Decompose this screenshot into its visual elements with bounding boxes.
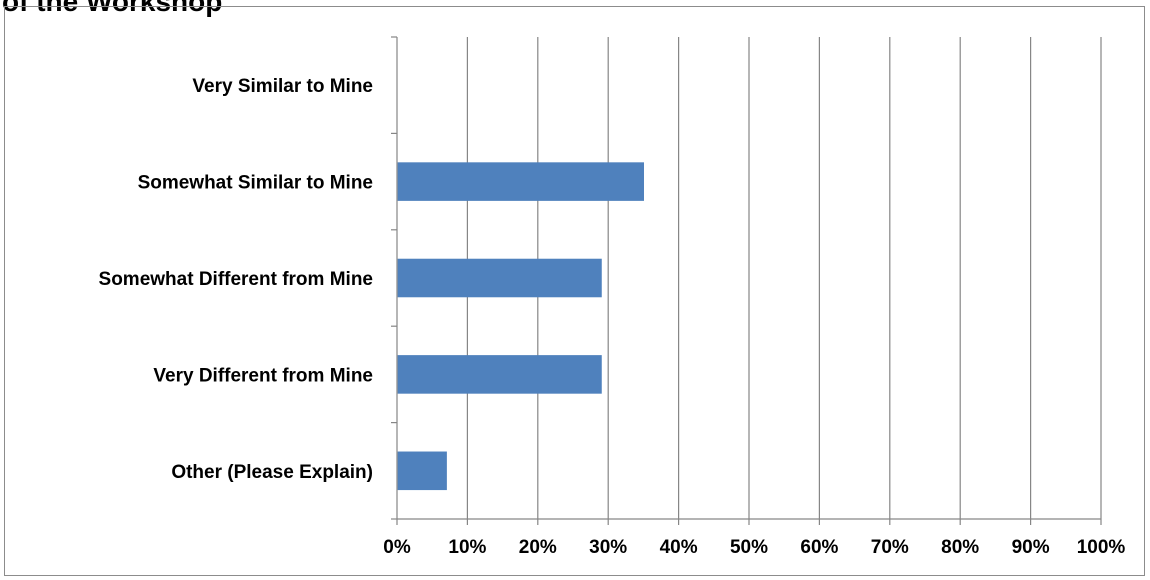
bar-very-different-from-mine [397, 355, 602, 394]
bar-somewhat-similar-to-mine [397, 162, 644, 201]
x-tick-label-80: 80% [941, 537, 979, 558]
bar-other-please-explain [397, 451, 447, 491]
x-tick-label-90: 90% [1012, 537, 1050, 558]
chart-frame [4, 6, 1145, 576]
category-label-0: Very Similar to Mine [192, 76, 373, 97]
bar-somewhat-different-from-mine [397, 258, 602, 298]
bar-layer [397, 162, 644, 491]
axis-layer [391, 36, 1102, 525]
x-tick-label-0: 0% [383, 537, 411, 558]
label-layer: 0% 10% 20% 30% 40% 50% 60% 70% 80% 90% 100% Very Si… [99, 76, 1126, 558]
x-tick-label-10: 10% [448, 537, 486, 558]
category-label-2: Somewhat Different from Mine [99, 269, 373, 290]
x-tick-label-30: 30% [589, 537, 627, 558]
x-tick-label-50: 50% [730, 537, 768, 558]
category-label-3: Very Different from Mine [153, 365, 373, 386]
x-tick-label-60: 60% [800, 537, 838, 558]
chart-title-fragment: of the Workshop [2, 0, 223, 17]
category-label-1: Somewhat Similar to Mine [138, 173, 373, 194]
x-tick-label-20: 20% [519, 537, 557, 558]
x-tick-label-100: 100% [1077, 537, 1126, 558]
category-label-4: Other (Please Explain) [171, 462, 373, 483]
x-tick-label-70: 70% [871, 537, 909, 558]
x-tick-label-40: 40% [660, 537, 698, 558]
